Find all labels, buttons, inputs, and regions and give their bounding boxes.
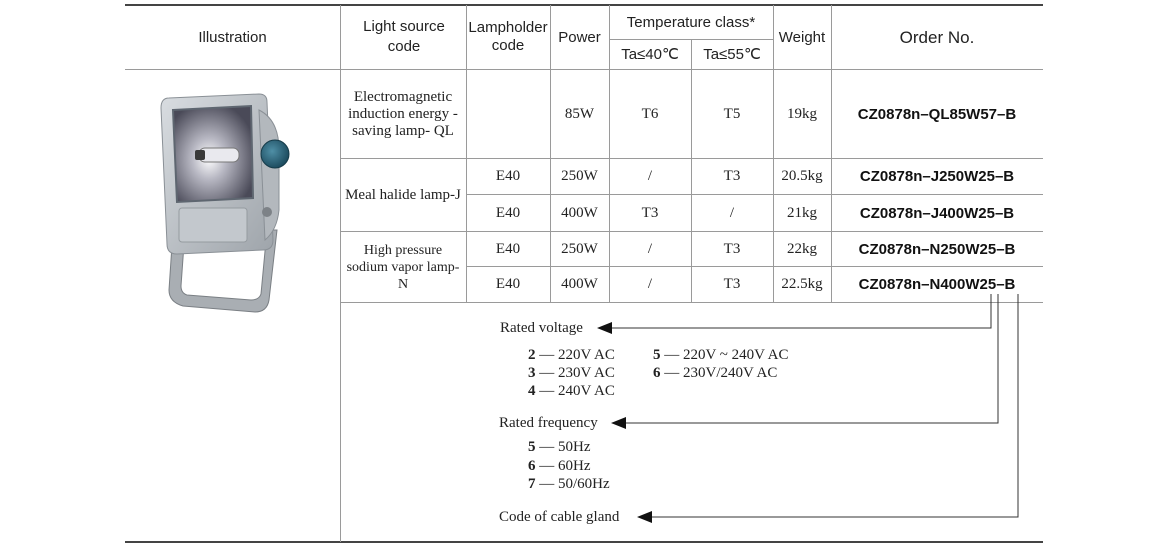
col-divider-2 (466, 5, 467, 302)
group-ql: Electromagnetic induction energy -saving… (348, 88, 458, 139)
row-2-ta40: / (647, 168, 653, 184)
frequency-code: 6 (528, 458, 536, 474)
voltage-code: 6 (653, 365, 661, 381)
row-1-ta40: T6 (641, 105, 659, 122)
cable-connector (652, 294, 1019, 518)
frequency-text: — 50Hz (539, 439, 591, 455)
voltage-item-5: 5 — 220V ~ 240V AC (653, 347, 789, 364)
row-5-power: 400W (561, 276, 598, 292)
voltage-item-2: 2 — 220V AC (528, 347, 615, 364)
row-5-ta40: / (647, 276, 653, 292)
row-4-order: CZ0878n–N250W25–B (858, 240, 1016, 258)
voltage-code: 3 (528, 365, 536, 381)
row-rule-5 (340, 302, 1043, 303)
voltage-connector (612, 294, 992, 329)
top-rule (125, 4, 1043, 6)
row-5-order: CZ0878n–N400W25–B (858, 276, 1016, 293)
row-4-lampholder: E40 (495, 240, 521, 257)
voltage-item-4: 4 — 240V AC (528, 383, 615, 400)
frequency-connector (626, 294, 999, 424)
header-power: Power (558, 28, 601, 46)
voltage-code: 5 (653, 347, 661, 363)
bottom-rule (125, 541, 1043, 543)
legend-cable-title: Code of cable gland (499, 509, 620, 525)
row-2-order: CZ0878n–J250W25–B (859, 168, 1015, 185)
row-rule-2 (466, 194, 1043, 195)
row-1-weight: 19kg (787, 105, 817, 122)
voltage-text: — 220V AC (539, 347, 615, 363)
frequency-text: — 50/60Hz (539, 476, 610, 492)
row-3-weight: 21kg (787, 204, 817, 221)
row-4-ta40: / (647, 240, 653, 257)
voltage-text: — 220V ~ 240V AC (664, 347, 789, 363)
frequency-item-6: 6 — 60Hz (528, 458, 591, 475)
row-1-power: 85W (564, 105, 595, 122)
row-3-ta55: / (729, 204, 735, 221)
col-divider-7 (831, 5, 832, 302)
voltage-arrow-icon (597, 322, 612, 334)
voltage-code: 2 (528, 347, 536, 363)
row-2-power: 250W (561, 168, 598, 184)
voltage-item-3: 3 — 230V AC (528, 365, 615, 382)
floodlight-illustration (160, 93, 290, 313)
row-4-ta55: T3 (723, 240, 741, 257)
group-n: High pressure sodium vapor lamp-N (346, 242, 460, 292)
cable-arrow-icon (637, 511, 652, 523)
row-2-ta55: T3 (723, 168, 741, 184)
row-2-weight: 20.5kg (781, 168, 823, 184)
frequency-code: 5 (528, 439, 536, 455)
row-4-power: 250W (561, 240, 598, 257)
header-order-no: Order No. (899, 27, 975, 47)
header-ta40: Ta≤40℃ (621, 46, 679, 63)
row-4-weight: 22kg (787, 240, 817, 257)
header-temperature-class: Temperature class* (626, 13, 756, 31)
header-ta55: Ta≤55℃ (703, 46, 761, 63)
col-divider-4 (609, 5, 610, 302)
voltage-item-6: 6 — 230V/240V AC (653, 365, 777, 382)
header-illustration: Illustration (198, 28, 267, 46)
col-divider-6 (773, 5, 774, 302)
voltage-code: 4 (528, 383, 536, 399)
header-bottom-rule (125, 69, 1043, 70)
col-divider-5 (691, 39, 692, 302)
header-weight: Weight (778, 28, 826, 46)
voltage-text: — 240V AC (539, 383, 615, 399)
row-3-ta40: T3 (641, 204, 659, 221)
frequency-code: 7 (528, 476, 536, 492)
col-divider-1 (340, 5, 341, 542)
group-j: Meal halide lamp-J (345, 186, 461, 203)
row-5-lampholder: E40 (495, 276, 521, 292)
legend-voltage-title: Rated voltage (500, 320, 583, 336)
row-1-order: CZ0878n–QL85W57–B (857, 105, 1017, 123)
frequency-item-5: 5 — 50Hz (528, 439, 591, 456)
legend-frequency-title: Rated frequency (499, 415, 598, 431)
row-5-weight: 22.5kg (781, 276, 823, 292)
frequency-item-7: 7 — 50/60Hz (528, 476, 610, 493)
row-1-ta55: T5 (723, 105, 741, 122)
row-2-lampholder: E40 (495, 168, 521, 184)
voltage-text: — 230V/240V AC (664, 365, 778, 381)
row-3-power: 400W (561, 204, 598, 221)
frequency-text: — 60Hz (539, 458, 591, 474)
frequency-arrow-icon (611, 417, 626, 429)
row-3-order: CZ0878n–J400W25–B (859, 204, 1015, 222)
row-rule-4 (466, 266, 1043, 267)
col-divider-3 (550, 5, 551, 302)
row-5-ta55: T3 (723, 276, 741, 292)
header-light-source: Light source code (363, 18, 445, 55)
header-lampholder: Lampholder code (468, 19, 548, 54)
voltage-text: — 230V AC (539, 365, 615, 381)
row-3-lampholder: E40 (495, 204, 521, 221)
